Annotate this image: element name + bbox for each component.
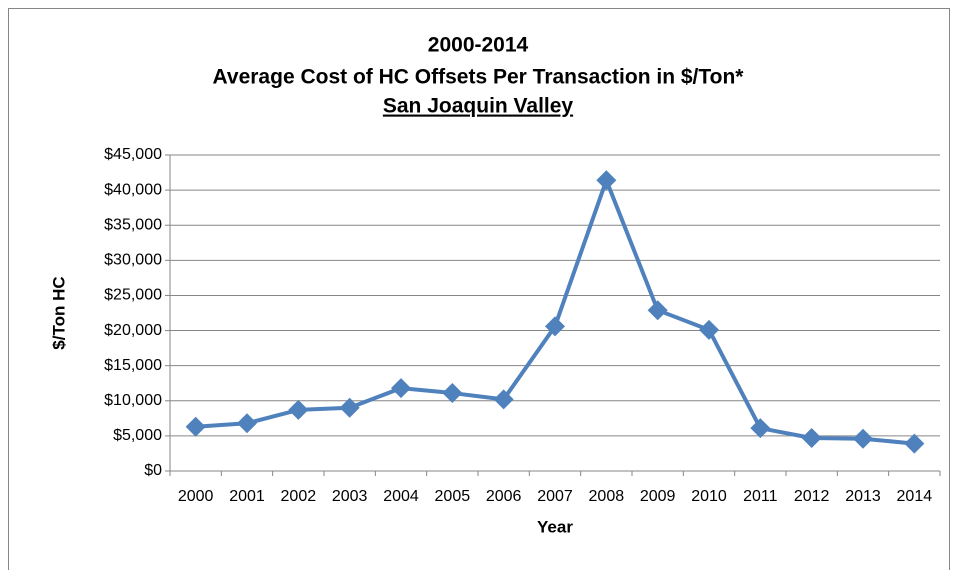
marker — [853, 428, 873, 449]
y-tick-label: $25,000 — [104, 287, 162, 304]
y-tick-label: $15,000 — [104, 357, 162, 374]
marker — [596, 170, 617, 191]
marker — [442, 383, 463, 404]
x-tick-label: 2001 — [229, 488, 265, 505]
marker — [391, 378, 411, 399]
marker — [237, 413, 257, 434]
y-tick-label: $5,000 — [113, 427, 162, 444]
y-tick-label: $10,000 — [104, 392, 162, 409]
x-tick-label: 2005 — [435, 488, 471, 505]
x-tick-label: 2010 — [691, 488, 727, 505]
y-tick-label: $35,000 — [104, 216, 162, 233]
marker — [339, 397, 360, 418]
marker — [185, 416, 206, 437]
x-tick-label: 2000 — [178, 488, 214, 505]
marker — [801, 427, 822, 448]
y-tick-label: $20,000 — [104, 322, 162, 339]
chart-title: Average Cost of HC Offsets Per Transacti… — [213, 66, 745, 89]
y-tick-label: $0 — [144, 462, 162, 479]
chart-border — [8, 8, 950, 570]
x-tick-label: 2012 — [794, 488, 830, 505]
x-tick-label: 2007 — [537, 488, 573, 505]
y-tick-label: $40,000 — [104, 181, 162, 198]
x-tick-label: 2014 — [897, 488, 933, 505]
x-tick-label: 2006 — [486, 488, 522, 505]
x-tick-label: 2011 — [743, 488, 778, 505]
chart-title: 2000-2014 — [428, 34, 529, 57]
marker — [545, 316, 565, 337]
marker — [904, 433, 925, 454]
x-tick-label: 2008 — [589, 488, 625, 505]
y-tick-label: $30,000 — [104, 252, 162, 269]
marker — [647, 300, 668, 321]
x-tick-label: 2013 — [845, 488, 881, 505]
x-axis-title: Year — [537, 517, 573, 536]
x-tick-label: 2002 — [281, 488, 317, 505]
y-tick-label: $45,000 — [104, 146, 162, 163]
marker — [699, 319, 719, 340]
x-tick-label: 2004 — [383, 488, 419, 505]
y-axis-title: $/Ton HC — [49, 276, 68, 349]
marker — [750, 418, 771, 439]
marker — [493, 389, 514, 410]
chart-title: San Joaquin Valley — [383, 95, 574, 118]
x-tick-label: 2009 — [640, 488, 676, 505]
x-tick-label: 2003 — [332, 488, 368, 505]
marker — [288, 399, 309, 420]
